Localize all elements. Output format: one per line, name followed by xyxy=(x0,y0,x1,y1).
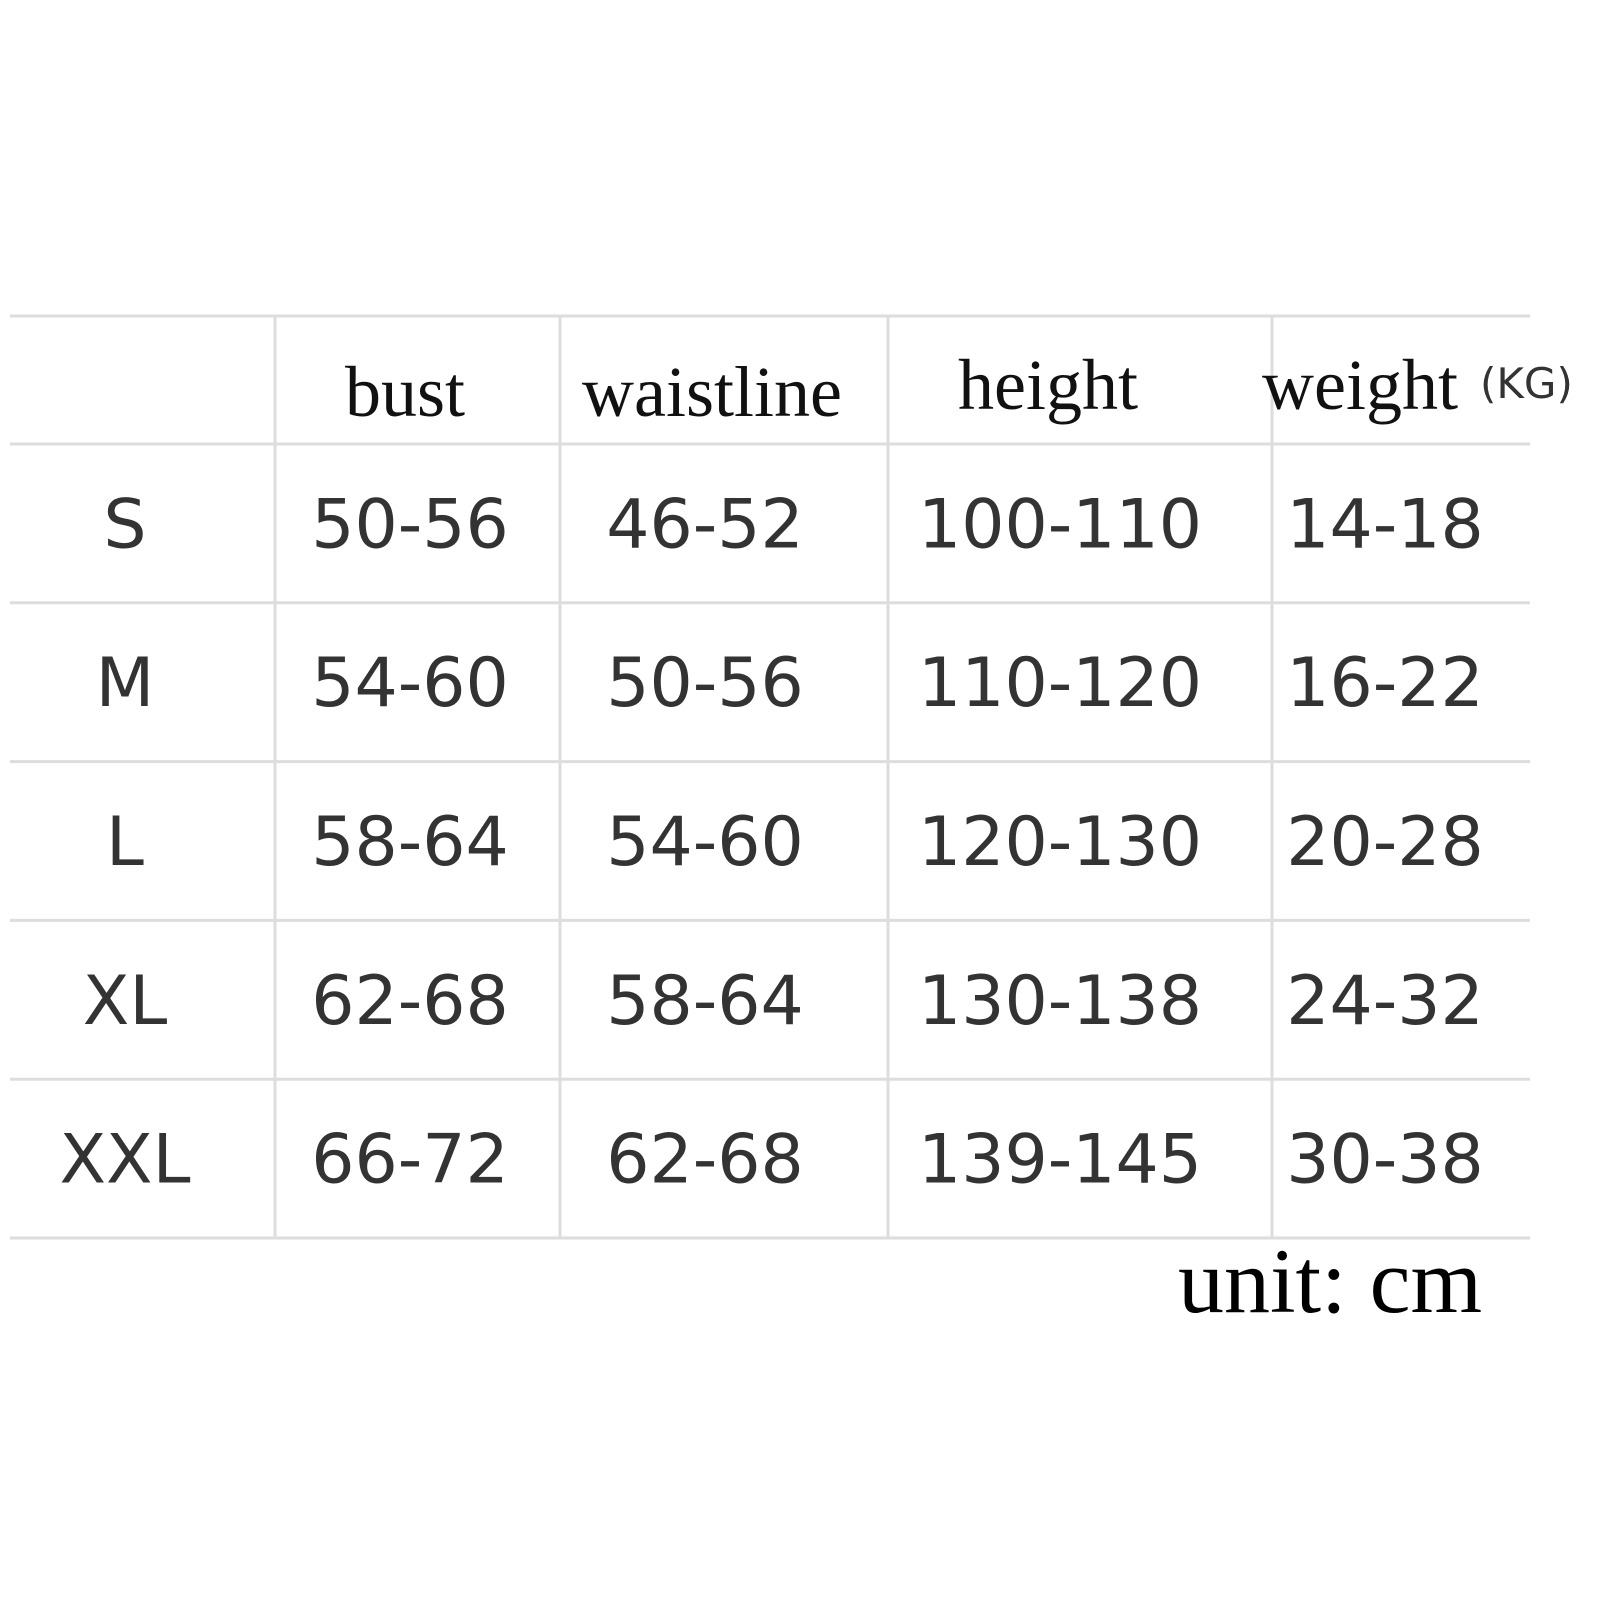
size-value: 62-68 xyxy=(606,1121,804,1200)
column-header: height xyxy=(958,345,1138,425)
size-value: 58-64 xyxy=(606,962,804,1041)
size-label: XL xyxy=(83,962,168,1041)
size-value: 16-22 xyxy=(1286,644,1484,723)
size-value: 14-18 xyxy=(1286,485,1484,564)
size-value: 66-72 xyxy=(311,1121,509,1200)
size-value: 54-60 xyxy=(311,644,509,723)
size-label: S xyxy=(103,485,146,564)
header-unit: (KG) xyxy=(1480,359,1573,408)
size-value: 100-110 xyxy=(918,485,1202,564)
size-value: 62-68 xyxy=(311,962,509,1041)
size-value: 130-138 xyxy=(918,962,1202,1041)
column-header: waistline xyxy=(582,352,842,432)
table-grid xyxy=(10,314,1530,1240)
size-value: 139-145 xyxy=(918,1121,1202,1200)
size-value: 46-52 xyxy=(606,485,804,564)
size-value: 58-64 xyxy=(311,803,509,882)
size-value: 20-28 xyxy=(1286,803,1484,882)
size-value: 50-56 xyxy=(311,485,509,564)
unit-note: unit: cm xyxy=(1178,1230,1482,1332)
size-value: 50-56 xyxy=(606,644,804,723)
column-header: weight xyxy=(1262,345,1458,425)
column-header: bust xyxy=(345,352,465,432)
size-value: 54-60 xyxy=(606,803,804,882)
size-label: XXL xyxy=(59,1121,190,1200)
size-value: 110-120 xyxy=(918,644,1202,723)
size-label: M xyxy=(96,644,155,723)
size-value: 24-32 xyxy=(1286,962,1484,1041)
size-label: L xyxy=(106,803,144,882)
size-value: 120-130 xyxy=(918,803,1202,882)
size-value: 30-38 xyxy=(1286,1121,1484,1200)
